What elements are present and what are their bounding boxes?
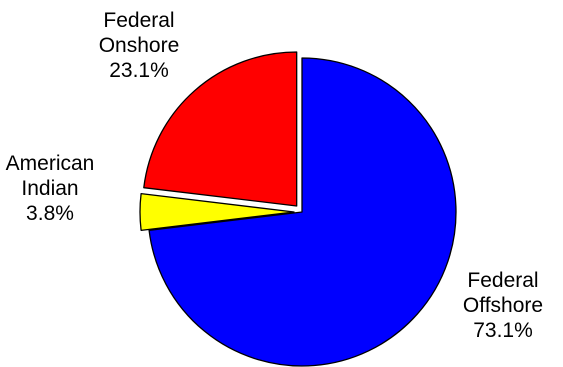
slice-label-federal-onshore: Federal Onshore 23.1% (99, 8, 180, 83)
slice-value-label: 3.8% (26, 202, 74, 225)
pie-slice-federal-offshore (148, 57, 457, 367)
pie-slice-american-indian (139, 193, 295, 231)
slice-label-federal-offshore: Federal Offshore 73.1% (463, 268, 543, 343)
slice-label-line: Federal (467, 269, 539, 292)
slice-label-line: Offshore (462, 294, 544, 317)
slice-label-line: Indian (21, 177, 79, 200)
slice-label-american-indian: American Indian 3.8% (6, 151, 95, 226)
slice-label-line: Onshore (98, 34, 180, 57)
pie-slice-federal-onshore (143, 51, 298, 207)
slice-value-label: 23.1% (109, 59, 169, 82)
slice-label-line: Federal (103, 9, 175, 32)
slice-label-line: American (5, 152, 95, 175)
slice-value-label: 73.1% (473, 319, 533, 342)
